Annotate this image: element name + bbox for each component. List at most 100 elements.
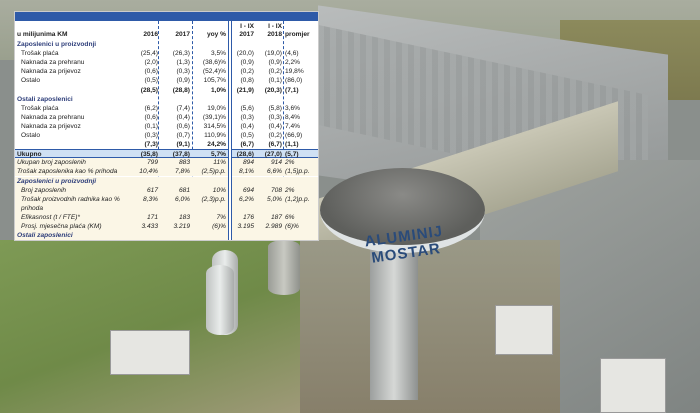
column-divider: [192, 21, 193, 240]
cell-value: (6)%: [285, 223, 299, 230]
cell-value: 10%: [212, 186, 226, 194]
cell-value: (26,3): [172, 50, 190, 58]
cell-value: 187: [270, 213, 282, 221]
water-tower-stem: [370, 240, 418, 400]
cell-value: (86,0): [285, 77, 303, 85]
row-label: Broj zaposlenih: [21, 186, 67, 194]
cell-value: (52,4)%: [202, 68, 226, 76]
cell-value: 3.195: [237, 223, 254, 230]
cell-value: (0,2): [268, 132, 282, 139]
cell-value: 10,4%: [139, 168, 158, 176]
column-divider: [158, 21, 159, 240]
column-header: 2016: [143, 31, 158, 38]
cell-value: (0,3): [268, 113, 282, 121]
cell-value: (25,4): [140, 50, 158, 58]
cell-value: (9,1): [176, 141, 190, 149]
cell-value: 183: [178, 213, 190, 221]
cell-value: 5,7%: [210, 151, 226, 159]
cell-value: (20,3): [264, 86, 282, 94]
header-label: u milijunima KM: [17, 31, 68, 38]
water-tower-tank: [320, 168, 485, 253]
table-header-row: u milijunima KM 2016 2017 yoy % I - IX 2017 I…: [15, 22, 318, 39]
cell-value: (2,0): [144, 59, 158, 67]
table-row: Ukupan broj zaposlenih 799 883 11% 894 914 2%: [15, 158, 318, 168]
cell-value: 200: [243, 240, 254, 241]
row-label: Ostali zaposlenici: [17, 232, 73, 240]
cell-value: (0,8): [240, 77, 254, 85]
row-label: Ostalo: [21, 77, 41, 85]
cell-value: (6,7): [240, 141, 254, 149]
cell-value: 2.989: [265, 223, 282, 230]
row-label: Broj zaposlenih: [21, 240, 66, 241]
cell-value: (35,8): [140, 151, 158, 159]
column-header: I - IX 2017: [239, 23, 254, 38]
table-row: Naknada za prehranu (0,6) (0,4) (39,1)% (0,3…: [15, 113, 318, 122]
small-building: [110, 330, 190, 375]
table-total-row: Ukupno (35,8) (37,8) 5,7% (28,6) (27,0) (5,7): [15, 149, 318, 159]
table-row: Trošak plaća (6,2) (7,4) 19,0% (5,6) (5,8) 3,6…: [15, 104, 318, 113]
cell-value: 617: [146, 186, 158, 194]
cell-value: (7,1): [285, 86, 299, 94]
column-header: 2017: [175, 31, 190, 38]
cell-value: (2,5)p.p.: [201, 168, 226, 176]
table-row: prihoda: [15, 203, 318, 213]
column-header: I - IX 2018: [267, 23, 282, 38]
cell-value: (5,7): [285, 151, 299, 159]
cell-value: 182: [147, 240, 158, 241]
cell-value: (7,4): [176, 104, 190, 112]
cell-value: (1,3): [176, 59, 190, 67]
table-row: Naknada za prehranu (2,0) (1,3) (38,6)% (0,9…: [15, 58, 318, 67]
cell-value: (19,0): [264, 50, 282, 58]
cell-value: (39,1)%: [202, 113, 226, 121]
row-label: Ostalo: [21, 132, 41, 139]
cell-value: (38,6)%: [202, 59, 226, 67]
cell-value: 3,5%: [210, 50, 226, 58]
cell-value: 1,0%: [210, 86, 226, 94]
cell-value: (1,2)p.p.: [285, 195, 310, 203]
row-label: Ukupno: [17, 151, 42, 159]
table-row: (7,3) (9,1) 24,2% (6,7) (6,7) (1,1): [15, 140, 318, 149]
cell-value: 5,0%: [266, 195, 282, 203]
row-label: Zaposlenici u proizvodnji: [17, 41, 97, 48]
cell-value: (1,1): [285, 141, 299, 149]
cell-value: 8,3%: [142, 195, 158, 203]
cell-value: 6,0%: [174, 195, 190, 203]
cell-value: 3.433: [141, 223, 158, 230]
column-divider: [283, 21, 284, 240]
table-row: Trošak plaća (25,4) (26,3) 3,5% (20,0) (19,0)…: [15, 49, 318, 58]
cell-value: (28,6): [236, 151, 254, 159]
cell-value: (7,3): [144, 141, 158, 149]
table-section-header: Ostali zaposlenici: [15, 231, 318, 240]
cell-value: (28,5): [140, 86, 158, 94]
cell-value: 105,7%: [203, 77, 226, 85]
table-title-bar-right: [229, 12, 318, 21]
cell-value: (0,3): [240, 113, 254, 121]
cell-value: 7,4%: [285, 122, 301, 130]
cell-value: 24,2%: [207, 141, 226, 149]
cell-value: 6%: [285, 213, 295, 221]
row-label: Trošak proizvodnih radnika kao %: [21, 195, 120, 203]
cell-value: 694: [242, 186, 254, 194]
cell-value: 8,4%: [285, 113, 301, 121]
cell-value: (0,5): [144, 77, 158, 85]
cell-value: 3%: [285, 240, 295, 241]
cell-value: (0,4): [268, 122, 282, 130]
cell-value: 708: [270, 186, 282, 194]
cell-value: (6,2): [144, 104, 158, 112]
table-title-bar: [15, 12, 318, 21]
cell-value: 894: [242, 159, 254, 167]
cell-value: (0,2): [240, 68, 254, 76]
row-label: Naknada za prehranu: [21, 113, 85, 121]
table-row: Trošak proizvodnih radnika kao % 8,3% 6,0%…: [15, 194, 318, 204]
row-label: Naknada za prijevoz: [21, 68, 81, 76]
cell-value: 6,2%: [238, 195, 254, 203]
row-label: Zaposlenici u proizvodnji: [17, 177, 97, 185]
row-label: Naknada za prehranu: [21, 59, 85, 67]
cell-value: (27,0): [264, 151, 282, 159]
row-label: Prosj. mjesečna plaća (KM): [21, 223, 102, 230]
cell-value: 19,0%: [207, 104, 226, 112]
cell-value: (4,6): [285, 50, 299, 58]
cell-value: (0,9): [240, 59, 254, 67]
table-section-header: Zaposlenici u proizvodnji: [15, 176, 318, 186]
